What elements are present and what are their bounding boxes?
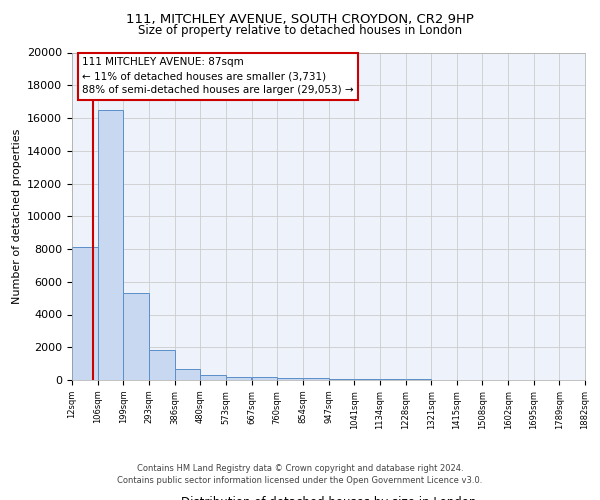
Bar [124,293,149,380]
Bar [251,377,277,380]
Y-axis label: Number of detached properties: Number of detached properties [11,128,22,304]
Bar [277,378,303,380]
Bar [329,378,354,380]
Bar [175,368,200,380]
Bar [72,248,98,380]
Bar [226,376,251,380]
Text: Contains HM Land Registry data © Crown copyright and database right 2024.: Contains HM Land Registry data © Crown c… [137,464,463,473]
Text: 111 MITCHLEY AVENUE: 87sqm
← 11% of detached houses are smaller (3,731)
88% of s: 111 MITCHLEY AVENUE: 87sqm ← 11% of deta… [82,58,354,96]
Bar [303,378,329,380]
Text: Contains public sector information licensed under the Open Government Licence v3: Contains public sector information licen… [118,476,482,485]
Bar [149,350,175,380]
Bar [200,375,226,380]
Bar [380,379,406,380]
Bar [354,379,380,380]
X-axis label: Distribution of detached houses by size in London: Distribution of detached houses by size … [181,496,476,500]
Text: 111, MITCHLEY AVENUE, SOUTH CROYDON, CR2 9HP: 111, MITCHLEY AVENUE, SOUTH CROYDON, CR2… [126,12,474,26]
Bar [98,110,124,380]
Text: Size of property relative to detached houses in London: Size of property relative to detached ho… [138,24,462,37]
